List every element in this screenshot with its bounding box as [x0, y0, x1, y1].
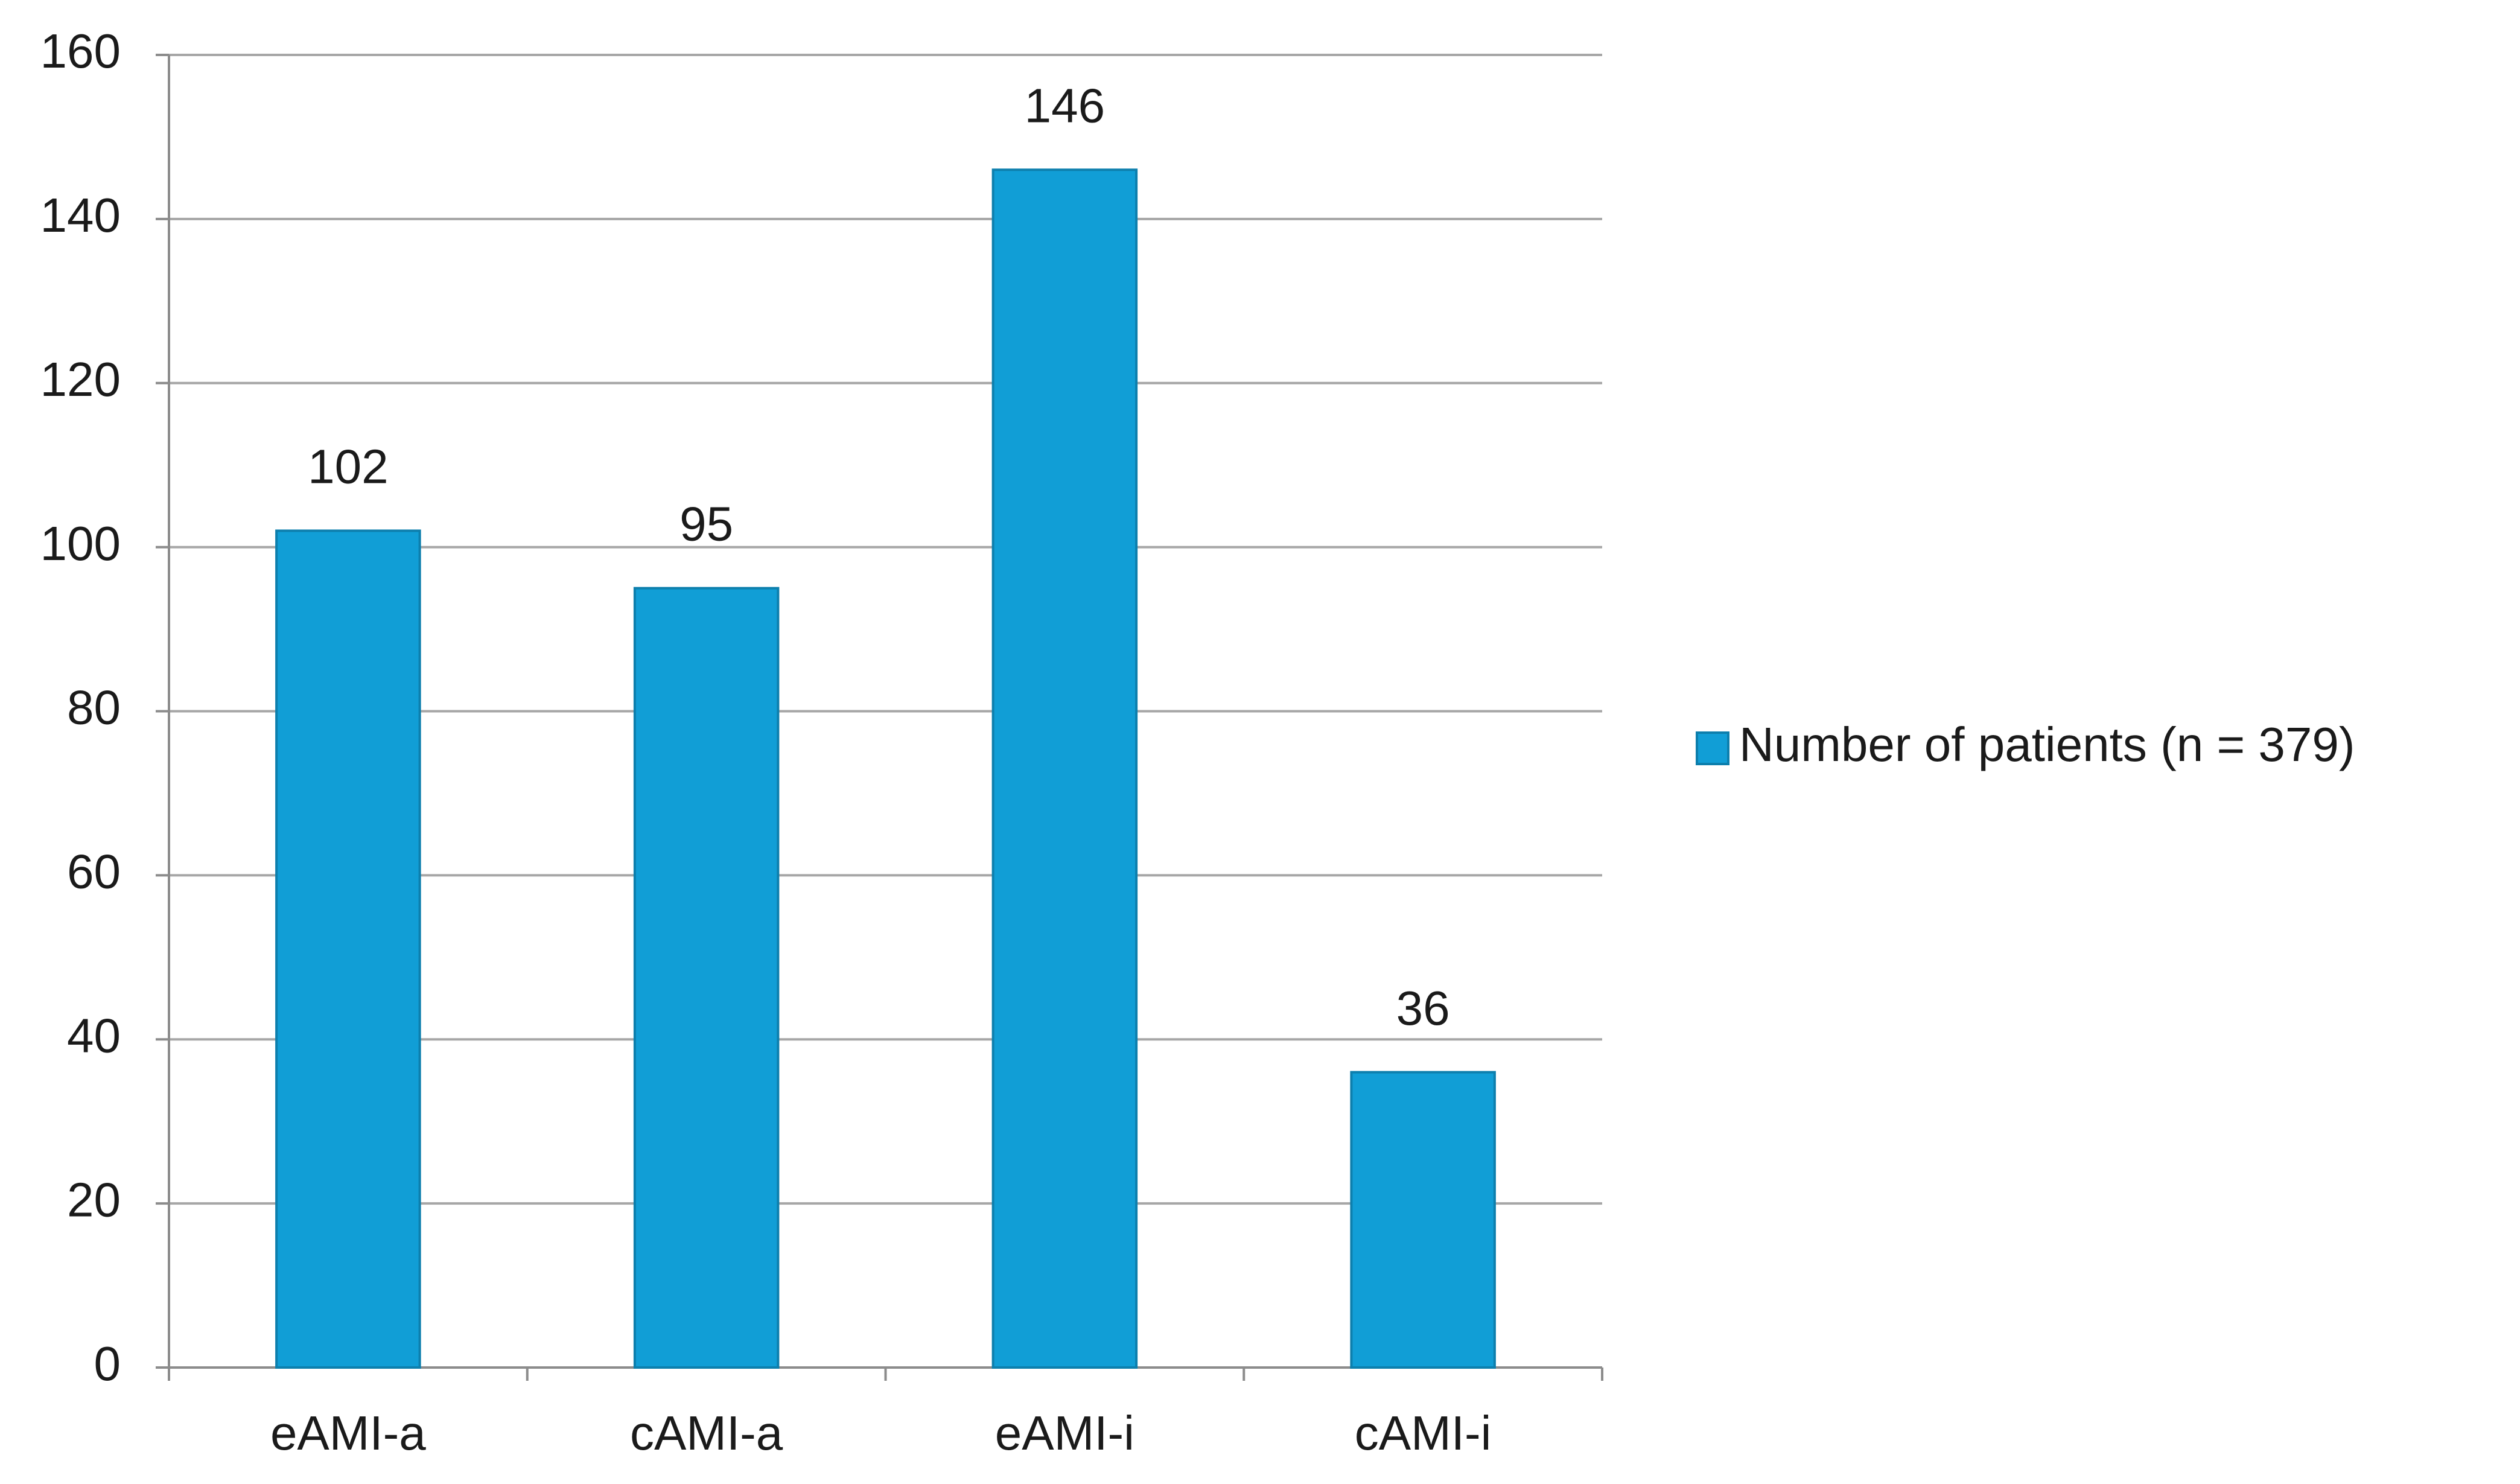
y-tick-label: 20 [67, 1173, 121, 1226]
y-tick-label: 0 [94, 1337, 121, 1390]
data-label: 95 [679, 497, 733, 551]
data-label: 36 [1396, 981, 1450, 1035]
y-tick-label: 40 [67, 1008, 121, 1062]
data-label: 102 [308, 440, 388, 494]
bar [1350, 1071, 1496, 1369]
x-tick-label: eAMI-a [270, 1406, 426, 1460]
y-tick-label: 100 [40, 517, 121, 570]
legend-swatch [1696, 731, 1729, 765]
bar [633, 587, 780, 1369]
y-tick-label: 120 [40, 352, 121, 406]
y-tick-label: 140 [40, 188, 121, 242]
data-label: 146 [1025, 78, 1105, 132]
x-tick-label: cAMI-a [630, 1406, 783, 1460]
bar [991, 168, 1138, 1369]
legend-label: Number of patients (n = 379) [1739, 718, 2355, 771]
x-tick-label: eAMI-i [995, 1406, 1134, 1460]
y-tick-label: 80 [67, 681, 121, 734]
bar [275, 529, 421, 1369]
y-tick-label: 60 [67, 845, 121, 899]
x-tick-label: cAMI-i [1355, 1406, 1492, 1460]
y-tick-label: 160 [40, 24, 121, 78]
